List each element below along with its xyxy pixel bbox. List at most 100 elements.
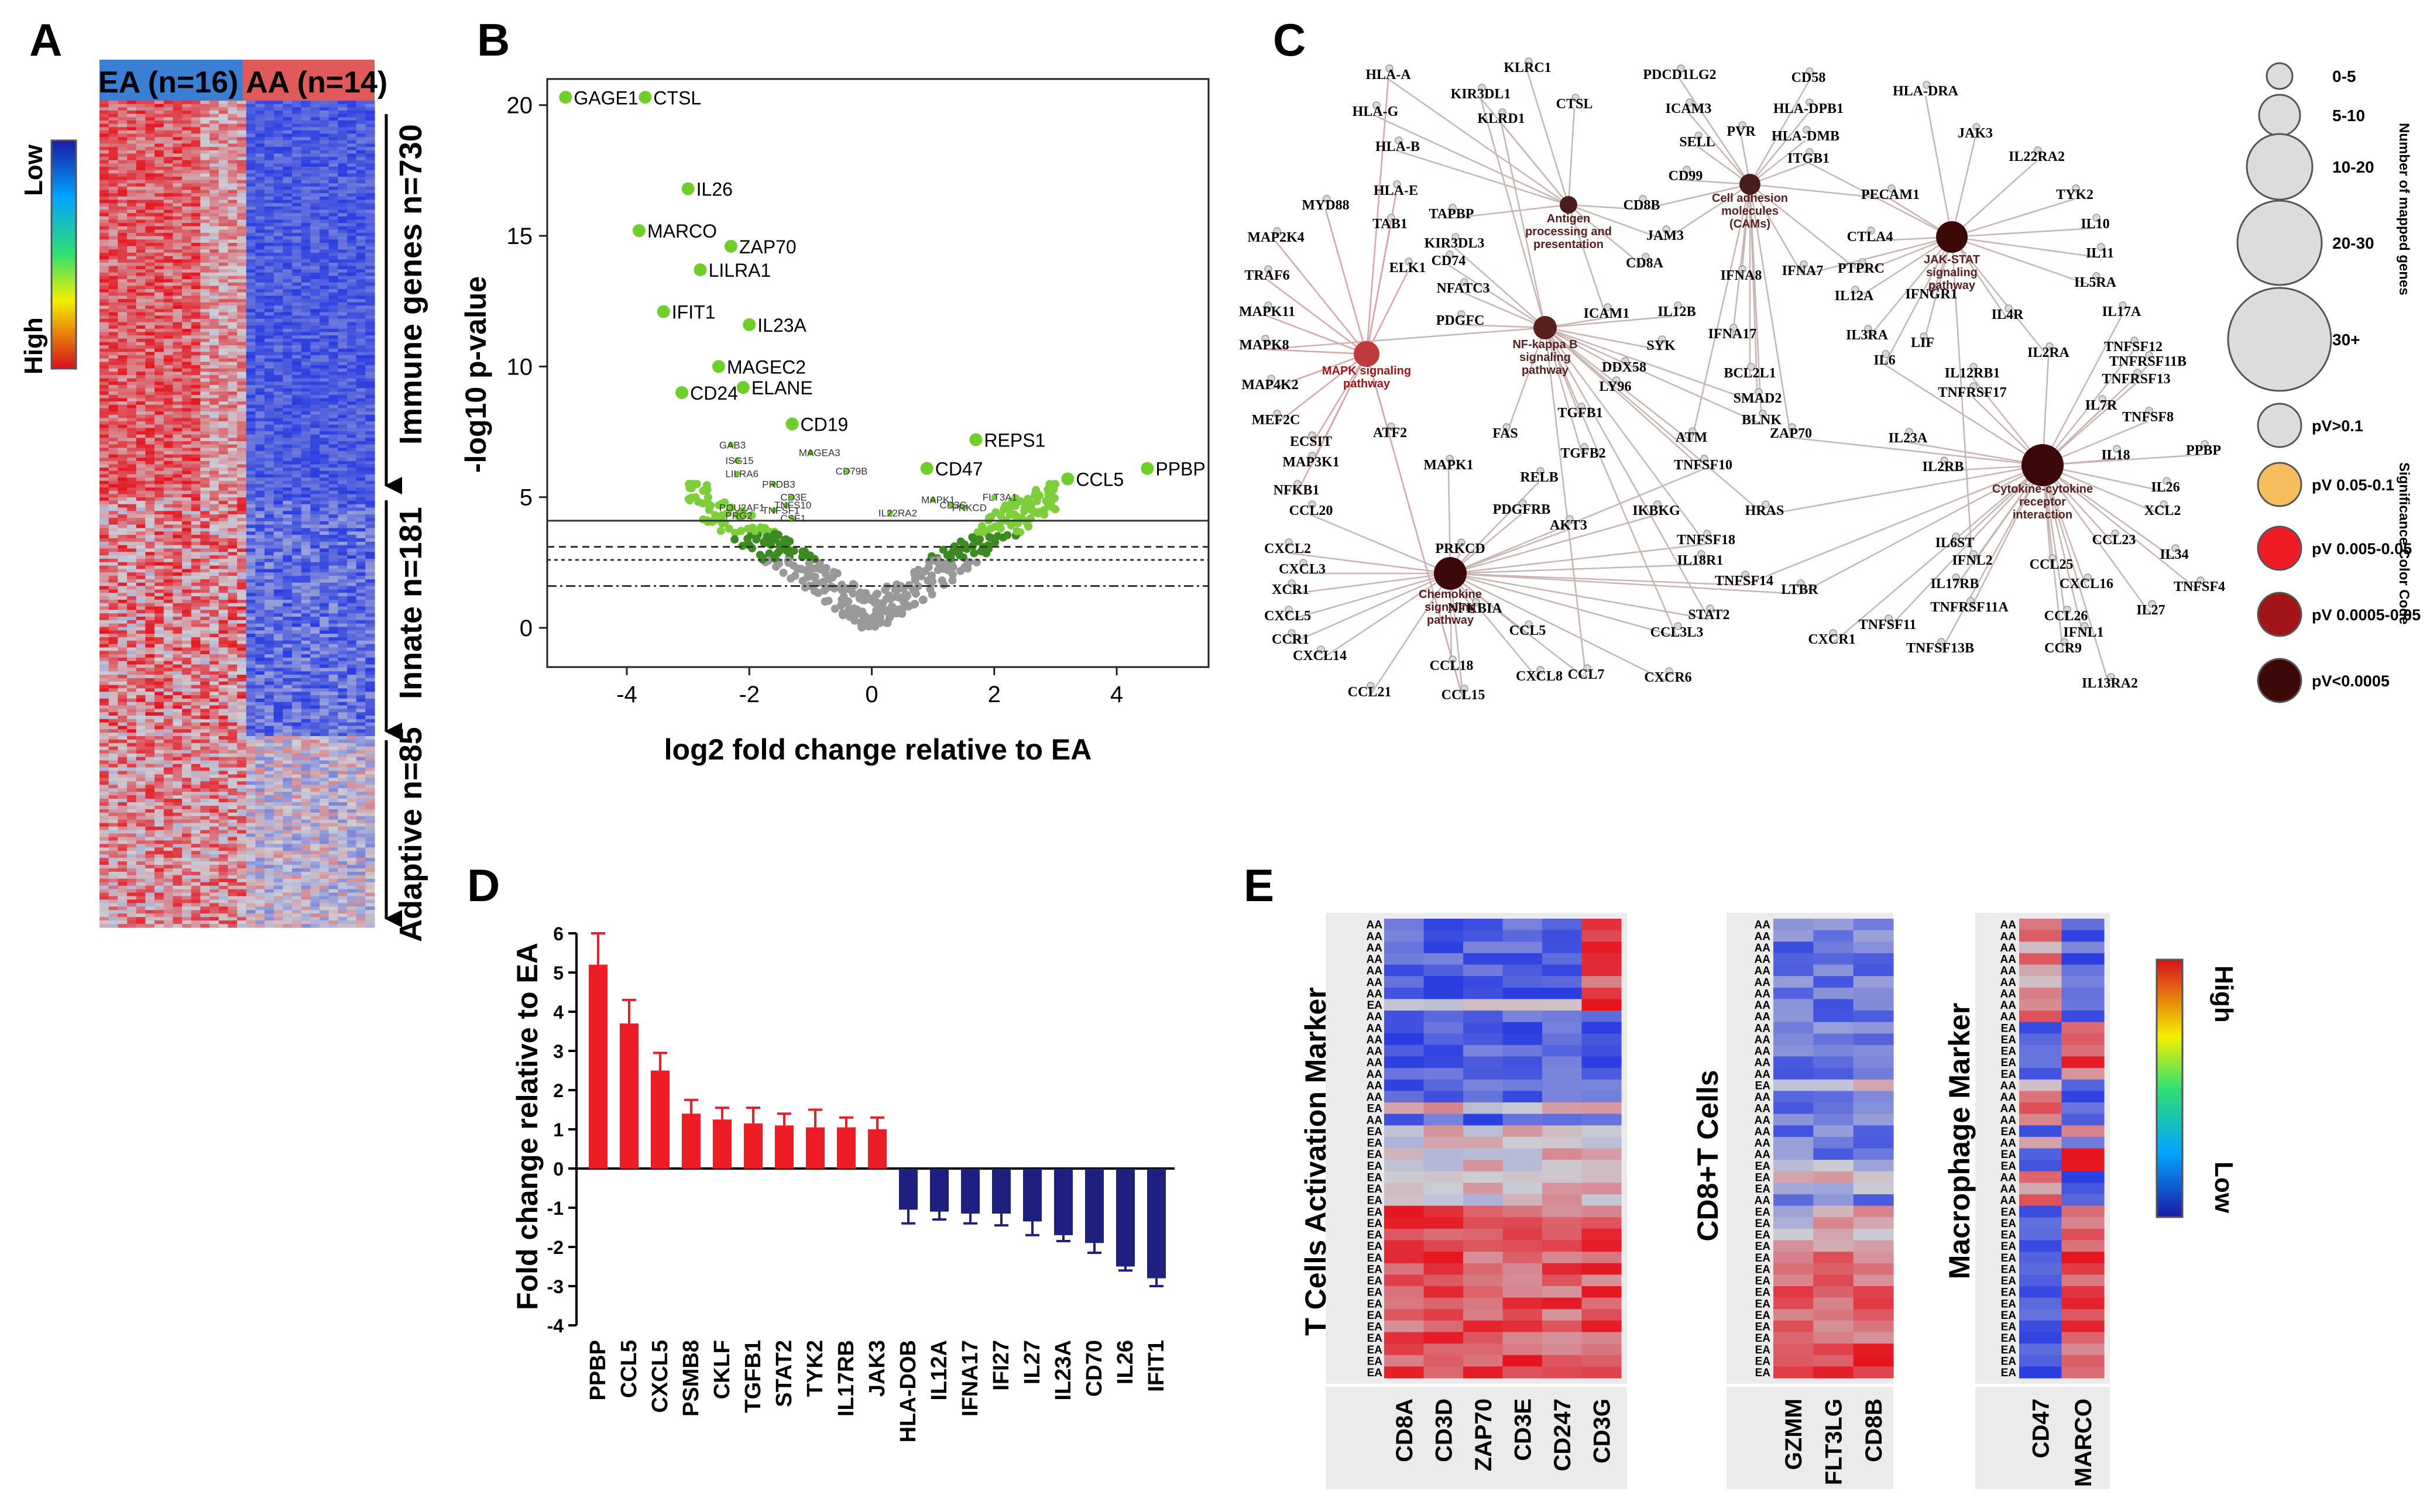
heatmap-a-cell (182, 470, 192, 475)
heatmap-a-cell (118, 541, 128, 546)
heatmap-a-cell (320, 117, 330, 121)
heatmap-a-cell (320, 438, 330, 442)
heatmap-a-cell (99, 384, 109, 389)
heatmap-a-cell (255, 209, 265, 214)
heatmap-a-cell (127, 404, 137, 409)
heatmap-a-cell (255, 468, 265, 472)
heatmap-a-cell (246, 444, 256, 448)
heatmap-a-cell (145, 378, 155, 382)
heatmap-a-cell (347, 239, 357, 243)
heatmap-a-cell (210, 514, 219, 518)
heatmap-a-cell (301, 332, 311, 336)
heatmap-a-cell (292, 518, 302, 522)
heatmap-a-cell (283, 216, 293, 221)
heatmap-a-cell (356, 582, 366, 587)
heatmap-a-cell (255, 384, 265, 389)
heatmap-a-cell (338, 401, 348, 406)
heatmap-a-cell (273, 177, 283, 181)
heatmap-a-cell (273, 572, 283, 576)
heatmap-a-cell (99, 365, 109, 369)
heatmap-a-cell (218, 147, 228, 151)
heatmap-a-cell (127, 630, 137, 634)
heatmap-a-cell (163, 470, 173, 475)
heatmap-a-cell (283, 223, 293, 227)
heatmap-a-cell (365, 565, 375, 569)
heatmap-a-cell (338, 200, 348, 204)
heatmap-a-cell (246, 548, 256, 552)
heatmap-a-cell (255, 252, 265, 257)
heatmap-a-cell (200, 249, 210, 253)
heatmap-a-cell (310, 531, 320, 535)
heatmap-a-cell (136, 249, 146, 253)
heatmap-a-cell (301, 276, 311, 280)
heatmap-a-cell (237, 548, 247, 552)
heatmap-a-cell (320, 200, 330, 204)
heatmap-a-cell (127, 246, 137, 250)
heatmap-a-cell (273, 521, 283, 525)
heatmap-a-cell (265, 424, 274, 428)
heatmap-a-cell (356, 514, 366, 518)
heatmap-a-cell (108, 269, 118, 273)
heatmap-a-cell (301, 630, 311, 634)
heatmap-a-cell (365, 223, 375, 227)
heatmap-a-cell (338, 610, 348, 614)
heatmap-a-cell (265, 474, 274, 478)
heatmap-a-cell (356, 216, 366, 221)
heatmap-a-cell (145, 579, 155, 583)
heatmap-a-cell (356, 603, 366, 607)
heatmap-a-cell (301, 640, 311, 645)
heatmap-a-cell (347, 504, 357, 508)
heatmap-a-cell (191, 461, 201, 465)
heatmap-a-cell (218, 143, 228, 147)
heatmap-a-cell (108, 545, 118, 549)
heatmap-a-cell (328, 500, 338, 505)
heatmap-a-cell (145, 538, 155, 542)
heatmap-a-cell (182, 375, 192, 379)
heatmap-a-cell (99, 362, 109, 366)
heatmap-a-cell (182, 468, 192, 472)
heatmap-a-cell (99, 562, 109, 566)
heatmap-a-cell (145, 130, 155, 135)
heatmap-a-cell (328, 388, 338, 392)
heatmap-a-cell (182, 203, 192, 207)
heatmap-a-cell (310, 133, 320, 138)
heatmap-a-cell (145, 401, 155, 406)
heatmap-a-cell (255, 101, 265, 105)
heatmap-a-cell (210, 318, 219, 323)
heatmap-a-cell (99, 209, 109, 214)
heatmap-a-cell (200, 362, 210, 366)
heatmap-a-cell (173, 531, 183, 535)
heatmap-a-cell (328, 494, 338, 498)
heatmap-a-cell (210, 246, 219, 250)
heatmap-a-cell (347, 114, 357, 118)
heatmap-a-cell (182, 362, 192, 366)
heatmap-a-cell (292, 565, 302, 569)
heatmap-a-cell (210, 524, 219, 528)
heatmap-a-cell (328, 418, 338, 422)
heatmap-a-cell (310, 528, 320, 532)
heatmap-a-cell (218, 382, 228, 386)
heatmap-a-cell (200, 203, 210, 207)
heatmap-a-cell (163, 130, 173, 135)
heatmap-a-cell (246, 468, 256, 472)
heatmap-a-cell (273, 133, 283, 138)
heatmap-a-cell (301, 504, 311, 508)
heatmap-a-cell (145, 193, 155, 197)
heatmap-a-cell (310, 196, 320, 201)
heatmap-a-cell (283, 613, 293, 617)
heatmap-a-cell (356, 312, 366, 316)
heatmap-a-cell (163, 480, 173, 485)
heatmap-a-cell (255, 454, 265, 458)
heatmap-a-cell (338, 504, 348, 508)
heatmap-a-cell (365, 272, 375, 277)
heatmap-a-cell (145, 408, 155, 412)
heatmap-a-cell (228, 226, 238, 230)
heatmap-a-cell (210, 494, 219, 498)
heatmap-a-cell (310, 233, 320, 237)
heatmap-a-cell (200, 137, 210, 141)
heatmap-a-cell (191, 448, 201, 452)
heatmap-a-cell (136, 511, 146, 515)
heatmap-a-cell (173, 348, 183, 353)
heatmap-a-cell (182, 216, 192, 221)
heatmap-a-cell (99, 531, 109, 535)
